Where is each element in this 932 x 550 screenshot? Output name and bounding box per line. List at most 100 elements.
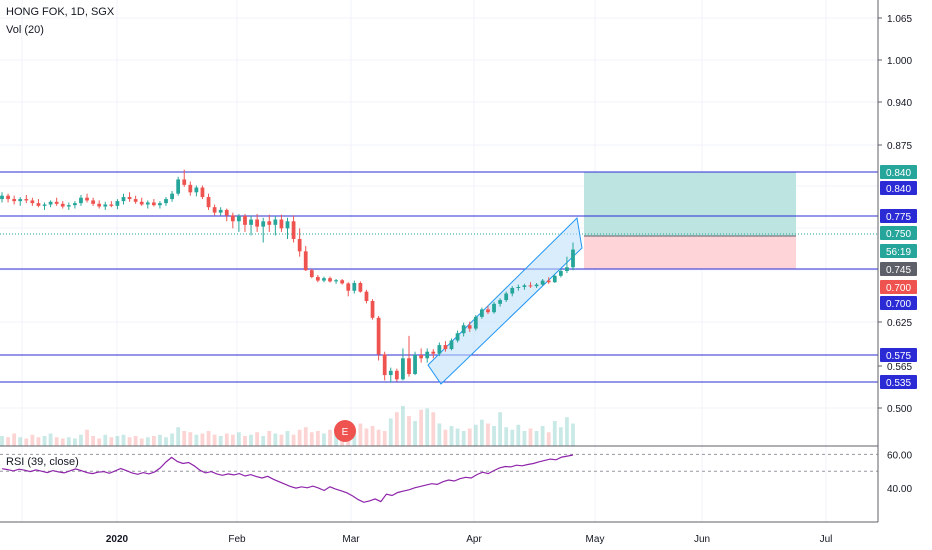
candle-body [467, 325, 472, 329]
candle-body [73, 203, 77, 206]
candle-body [103, 204, 108, 207]
candle-body [66, 205, 71, 207]
rsi-tick-label: 40.00 [887, 484, 912, 495]
volume-bar [552, 421, 557, 446]
candle-body [212, 207, 217, 213]
price-badge [880, 244, 917, 258]
price-badge [880, 262, 917, 276]
price-badge-label: 0.745 [886, 265, 911, 276]
candle-body [340, 280, 345, 284]
volume-bar [425, 408, 430, 446]
volume-bar [176, 427, 181, 446]
candle-body [188, 184, 193, 193]
candle-body [413, 355, 417, 374]
price-channel[interactable] [427, 216, 583, 385]
volume-bar [151, 436, 156, 446]
rsi-line [1, 454, 574, 503]
earnings-icon[interactable] [334, 420, 356, 442]
candle-body [97, 203, 102, 207]
candle-body [558, 271, 563, 276]
candle-body [291, 221, 296, 239]
symbol-legend[interactable]: HONG FOK, 1D, SGX [6, 6, 115, 18]
candle-body [382, 354, 387, 376]
volume-bar [42, 436, 47, 446]
price-tick-label: 0.565 [887, 362, 912, 373]
volume-bar [413, 421, 417, 446]
candle-body [322, 278, 326, 281]
rsi-tick-label: 60.00 [887, 450, 912, 461]
price-badge-label: 0.575 [886, 351, 911, 362]
price-badge-label: 56:19 [886, 247, 911, 258]
candle-body [425, 351, 430, 359]
volume-bar [303, 427, 308, 446]
volume-legend[interactable]: Vol (20) [6, 24, 44, 36]
volume-bar [510, 429, 515, 446]
candle-body [121, 197, 126, 202]
volume-bar [443, 429, 448, 446]
candle-body [273, 219, 278, 225]
stop-zone[interactable] [584, 236, 796, 269]
candle-body [419, 355, 424, 359]
candle-body [437, 345, 442, 354]
price-badge-label: 0.535 [886, 378, 911, 389]
volume-bar [571, 423, 575, 446]
rsi-legend[interactable]: RSI (39, close) [6, 456, 79, 468]
price-badge-label: 0.840 [886, 184, 911, 195]
candle-body [346, 283, 351, 291]
time-tick-label: Jun [694, 534, 710, 545]
volume-bar [115, 436, 120, 446]
volume-bar [528, 428, 533, 446]
candle-body [194, 187, 199, 193]
volume-bar [48, 433, 53, 446]
volume-bar [394, 412, 399, 446]
candle-body [218, 209, 223, 213]
price-badge [880, 209, 917, 223]
axes: 1.065 1.000 0.940 0.875 0.625 0.565 0.500 60.00… [0, 0, 912, 545]
volume-bar [486, 423, 490, 446]
volume-bar [546, 432, 551, 446]
volume-bar [401, 406, 405, 446]
volume-bar [261, 436, 266, 446]
volume-bar [498, 412, 502, 446]
volume-bar [73, 438, 77, 446]
candle-body [522, 285, 527, 287]
volume-bar [194, 434, 199, 446]
volume-bar [267, 431, 272, 446]
price-tick-label: 0.940 [887, 98, 912, 109]
candle-body [388, 370, 393, 376]
volume-bar [492, 426, 496, 446]
candle-body [303, 251, 308, 271]
candle-body [528, 285, 533, 287]
channel-band[interactable] [427, 216, 583, 385]
candle-body [261, 221, 266, 227]
volume-bar [85, 429, 89, 446]
volume-bar [121, 434, 126, 446]
risk-reward-zones[interactable] [584, 172, 796, 269]
candle-body [206, 197, 211, 208]
volume-bar [103, 434, 108, 446]
volume-bar [516, 424, 521, 446]
time-tick-label: Apr [466, 534, 482, 545]
candle-body [18, 199, 23, 202]
volume-bar [565, 417, 569, 446]
candle-body [431, 351, 436, 354]
earnings-marker[interactable]: E [334, 420, 356, 442]
volume-bar [255, 432, 260, 446]
candle-body [151, 202, 156, 206]
candle-body [145, 202, 150, 205]
price-badge-label: 0.775 [886, 212, 911, 223]
volume-bar [291, 434, 296, 446]
volume-bar [334, 431, 338, 446]
target-zone[interactable] [584, 172, 796, 236]
candle-body [394, 370, 399, 380]
candle-body [115, 201, 120, 206]
candle-body [36, 203, 41, 206]
candle-body [297, 238, 302, 252]
candle-body [164, 199, 168, 204]
candle-body [170, 193, 174, 200]
candle-body [42, 204, 47, 206]
volume-bar [382, 431, 387, 446]
candle-body [109, 204, 114, 206]
price-tick-label: 1.065 [887, 14, 912, 25]
